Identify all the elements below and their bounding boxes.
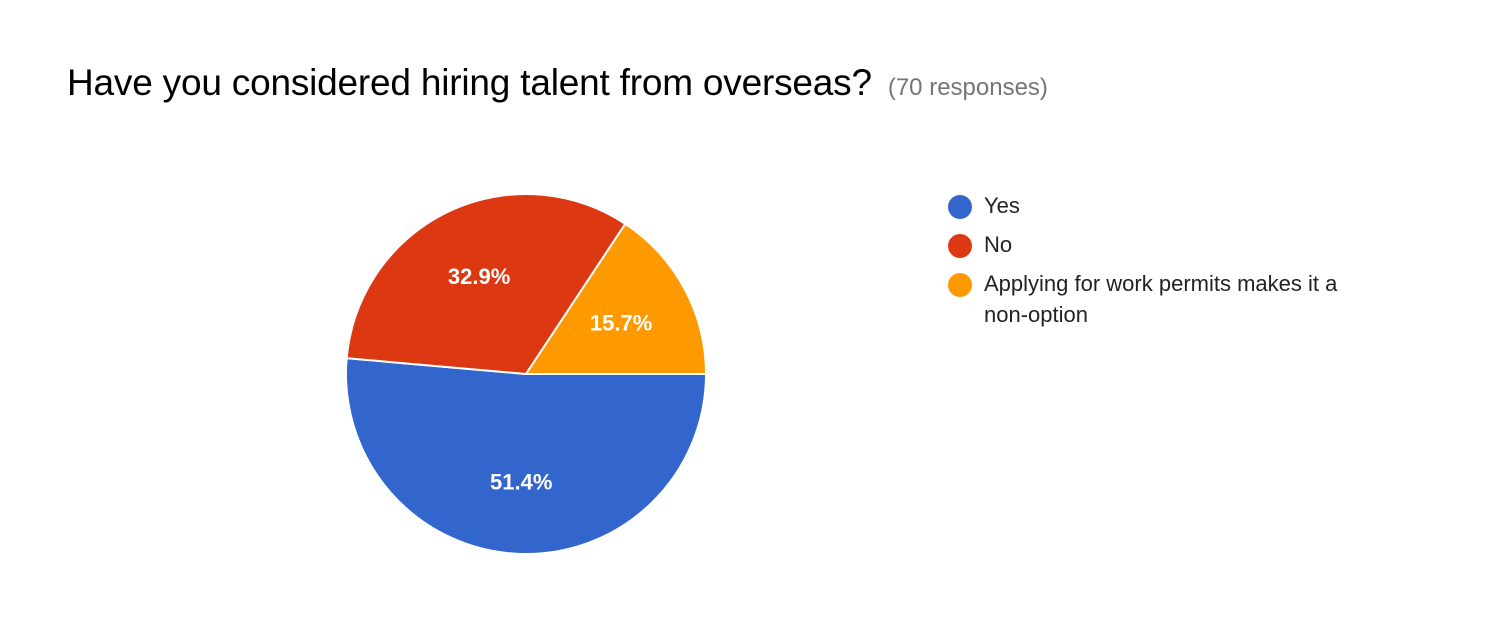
legend-swatch-work-permits bbox=[948, 273, 972, 297]
slice-label-yes: 51.4% bbox=[490, 469, 552, 494]
pie-slice-work-permits[interactable] bbox=[524, 222, 708, 375]
chart-header: Have you considered hiring talent from o… bbox=[67, 62, 1048, 104]
chart-legend: Yes No Applying for work permits makes i… bbox=[948, 190, 1378, 338]
legend-item-yes[interactable]: Yes bbox=[948, 190, 1378, 221]
legend-label-no: No bbox=[984, 232, 1013, 257]
legend-item-no[interactable]: No bbox=[948, 229, 1378, 260]
legend-label-work-permits: Applying for work permits makes it a non… bbox=[984, 271, 1338, 327]
legend-swatch-yes bbox=[948, 195, 972, 219]
legend-swatch-no bbox=[948, 234, 972, 258]
chart-title: Have you considered hiring talent from o… bbox=[67, 62, 872, 103]
legend-item-work-permits[interactable]: Applying for work permits makes it a non… bbox=[948, 268, 1378, 330]
slice-label-work-permits: 15.7% bbox=[590, 310, 652, 335]
response-count: (70 responses) bbox=[887, 74, 1048, 101]
slice-label-no: 32.9% bbox=[448, 264, 510, 289]
pie-slice-yes[interactable] bbox=[345, 357, 708, 555]
legend-label-yes: Yes bbox=[984, 193, 1020, 218]
